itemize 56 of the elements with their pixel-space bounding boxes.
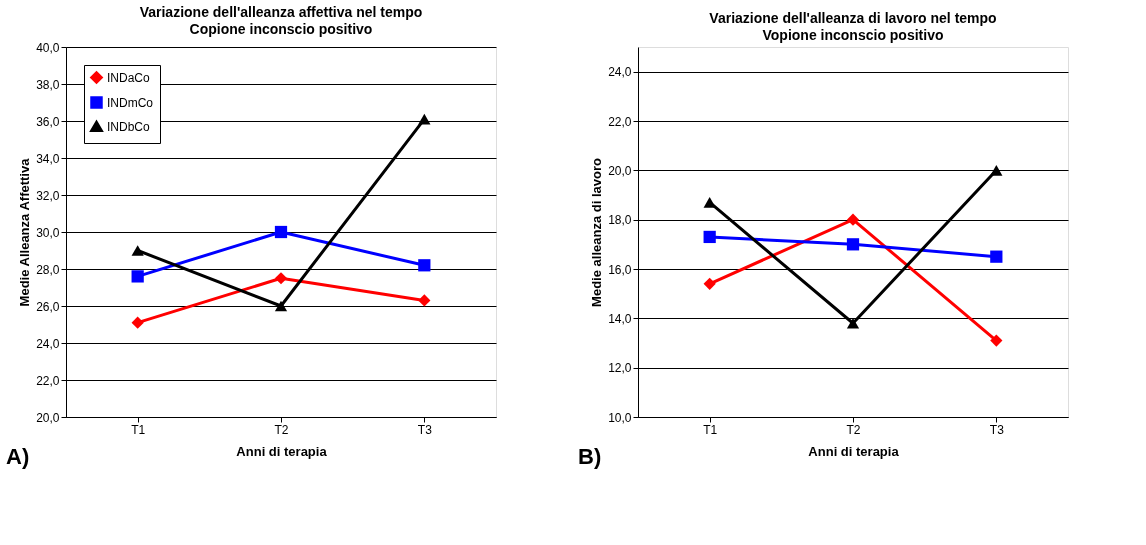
y-tick-label: 24,0 bbox=[36, 336, 60, 351]
y-tick-label: 38,0 bbox=[36, 77, 60, 92]
y-tick-label: 22,0 bbox=[608, 114, 632, 129]
x-axis-title: Anni di terapia bbox=[808, 443, 900, 459]
y-tick-label: 30,0 bbox=[36, 225, 60, 240]
point bbox=[990, 165, 1003, 176]
point bbox=[131, 270, 144, 283]
chart-title: Variazione dell'alleanza affettiva nel tempo bbox=[139, 4, 423, 20]
legend-label: INDbCo bbox=[107, 119, 151, 134]
point bbox=[703, 197, 716, 208]
y-tick-label: 12,0 bbox=[608, 361, 632, 376]
x-tick-label: T2 bbox=[846, 422, 861, 437]
y-tick-label: 26,0 bbox=[36, 299, 60, 314]
point bbox=[274, 225, 288, 239]
y-tick-label: 24,0 bbox=[608, 65, 632, 80]
point bbox=[418, 294, 431, 307]
y-tick-label: 32,0 bbox=[36, 188, 60, 203]
chart-subtitle: Copione inconscio positivo bbox=[189, 21, 373, 37]
point bbox=[703, 230, 716, 244]
point bbox=[846, 238, 860, 251]
y-tick-label: 20,0 bbox=[608, 163, 632, 178]
y-tick-label: 28,0 bbox=[36, 262, 60, 277]
point bbox=[846, 317, 860, 329]
legend-label: INDmCo bbox=[107, 95, 154, 110]
y-tick-label: 22,0 bbox=[36, 373, 60, 388]
y-axis-title: Medie Alleanza Affettiva bbox=[17, 157, 33, 307]
point bbox=[274, 272, 288, 285]
chart-subtitle: Vopione inconscio positivo bbox=[762, 27, 944, 43]
point bbox=[131, 316, 144, 329]
point bbox=[131, 245, 144, 256]
x-tick-label: T1 bbox=[131, 422, 146, 437]
y-tick-label: 36,0 bbox=[36, 114, 60, 129]
point bbox=[274, 300, 288, 312]
point bbox=[990, 250, 1003, 263]
x-tick-label: T2 bbox=[274, 422, 289, 437]
point bbox=[418, 113, 431, 125]
y-tick-label: 10,0 bbox=[608, 410, 632, 425]
text: B) bbox=[578, 444, 602, 469]
point bbox=[703, 277, 716, 290]
point bbox=[846, 213, 860, 226]
y-tick-label: 20,0 bbox=[36, 410, 60, 425]
x-axis-title: Anni di terapia bbox=[236, 443, 328, 459]
y-tick-label: 16,0 bbox=[608, 262, 632, 277]
point bbox=[990, 334, 1003, 347]
x-tick-label: T3 bbox=[417, 422, 433, 437]
legend-label: INDaCo bbox=[107, 70, 151, 85]
x-tick-label: T3 bbox=[989, 422, 1005, 437]
y-tick-label: 14,0 bbox=[608, 311, 632, 326]
y-tick-label: 40,0 bbox=[36, 40, 60, 55]
y-axis-title: Medie alleanza di lavoro bbox=[589, 158, 605, 307]
text: A) bbox=[6, 444, 30, 469]
y-tick-label: 34,0 bbox=[36, 151, 60, 166]
x-tick-label: T1 bbox=[703, 422, 718, 437]
y-tick-label: 18,0 bbox=[608, 213, 632, 228]
point bbox=[418, 259, 431, 272]
chart-title: Variazione dell'alleanza di lavoro nel tempo bbox=[709, 10, 997, 26]
